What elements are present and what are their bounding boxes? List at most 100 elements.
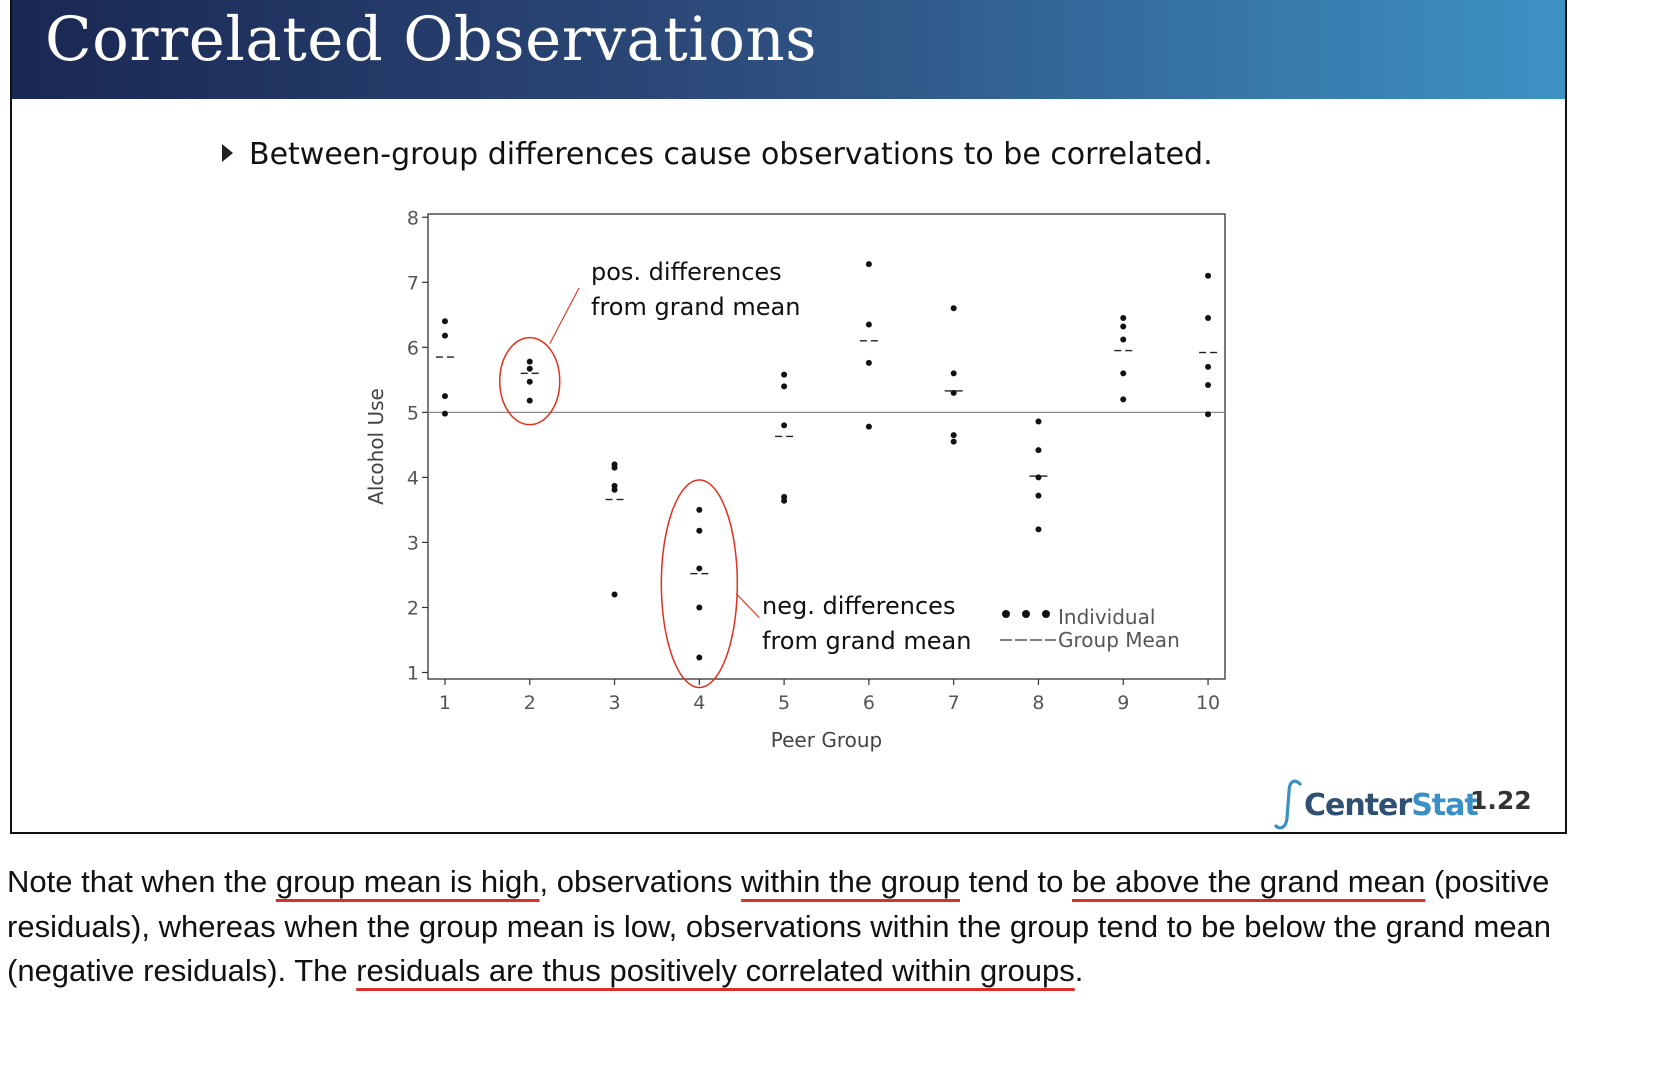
annotation-text: neg. differences [762,592,955,620]
individual-point [950,432,957,439]
individual-point [1120,396,1127,403]
x-tick-label: 7 [948,692,960,714]
legend-label: Group Mean [1058,628,1180,652]
bullet-point: Between-group differences cause observat… [222,137,1213,172]
x-tick-label: 6 [863,692,875,714]
x-tick-label: 1 [439,692,451,714]
individual-point [865,261,872,268]
y-tick-label: 1 [407,662,419,684]
logo-text-stat: Stat [1411,787,1479,823]
x-axis-label: Peer Group [771,728,882,752]
bullet-arrow-icon [222,144,233,162]
individual-point [441,410,448,417]
y-tick-label: 6 [407,337,419,359]
annotation-text: from grand mean [591,293,800,321]
title-bar: Correlated Observations [12,0,1565,99]
note-text: . [1074,953,1084,988]
individual-point [1035,526,1042,533]
individual-point [1120,323,1127,330]
x-tick-label: 9 [1117,692,1129,714]
bullet-text: Between-group differences cause observat… [249,137,1213,172]
y-tick-label: 4 [407,467,419,489]
y-tick-label: 3 [407,532,419,554]
individual-point [781,497,788,504]
legend-individual-marker [1042,610,1050,618]
logo-text-center: Center [1304,787,1412,823]
note-text: Note that when the [7,864,276,899]
individual-point [611,464,618,471]
individual-point [526,365,533,372]
individual-point [526,397,533,404]
individual-point [696,604,703,611]
underlined-phrase: be above the grand mean [1072,864,1426,899]
slide-title: Correlated Observations [45,4,818,75]
x-tick-label: 10 [1196,692,1220,714]
individual-point [1205,411,1212,418]
individual-point [781,422,788,429]
individual-point [611,486,618,493]
note-paragraph: Note that when the group mean is high, o… [7,860,1607,994]
x-tick-label: 3 [608,692,620,714]
individual-point [1205,382,1212,389]
individual-point [696,506,703,513]
x-tick-label: 5 [778,692,790,714]
individual-point [781,371,788,378]
slide-number: 1.22 [1470,786,1532,815]
legend-individual-marker [1002,610,1010,618]
individual-point [696,565,703,572]
individual-point [1120,336,1127,343]
individual-point [865,321,872,328]
annotation-text: from grand mean [762,627,971,655]
x-tick-label: 4 [693,692,705,714]
individual-point [781,383,788,390]
individual-point [950,438,957,445]
individual-point [611,591,618,598]
y-tick-label: 5 [407,402,419,424]
individual-point [1120,315,1127,322]
individual-point [950,370,957,377]
y-tick-label: 7 [407,272,419,294]
y-tick-label: 8 [407,207,419,229]
annotation-leader-line [735,593,760,619]
individual-point [865,359,872,366]
individual-point [950,389,957,396]
slide: Correlated Observations Between-group di… [10,0,1567,834]
individual-point [696,527,703,534]
individual-point [441,393,448,400]
legend-individual-marker [1022,610,1030,618]
individual-point [526,378,533,385]
individual-point [1035,418,1042,425]
individual-point [1035,447,1042,454]
positive-differences-ellipse [498,336,561,426]
x-tick-label: 2 [524,692,536,714]
individual-point [1120,370,1127,377]
annotation-leader-line [549,287,580,344]
integral-icon [1274,779,1302,830]
underlined-phrase: within the group [741,864,960,899]
logo-text: CenterStat [1304,787,1479,823]
individual-point [865,423,872,430]
annotation-text: pos. differences [591,258,782,286]
y-axis-label: Alcohol Use [364,388,388,505]
individual-point [950,305,957,312]
underlined-phrase: residuals are thus positively correlated… [356,953,1075,988]
individual-point [1205,363,1212,370]
legend-label: Individual [1058,605,1155,629]
note-text: tend to [960,864,1073,899]
note-text: (positive residuals), whereas when the g… [7,864,1552,988]
individual-point [441,332,448,339]
individual-point [1035,492,1042,499]
individual-point [441,318,448,325]
individual-point [696,654,703,661]
note-text: , observations [539,864,742,899]
plot-frame [427,213,1226,680]
underlined-phrase: group mean is high [275,864,540,899]
centerstat-logo: CenterStat [1274,778,1479,832]
scatter-chart: 1 2 3 4 5 6 7 8 1 2 3 4 5 6 7 8 9 10 Peer Group Alcohol Use… [364,207,1226,752]
x-tick-label: 8 [1032,692,1044,714]
individual-point [1035,474,1042,481]
y-tick-label: 2 [407,597,419,619]
individual-point [1205,272,1212,279]
individual-point [526,358,533,365]
individual-point [1205,315,1212,322]
